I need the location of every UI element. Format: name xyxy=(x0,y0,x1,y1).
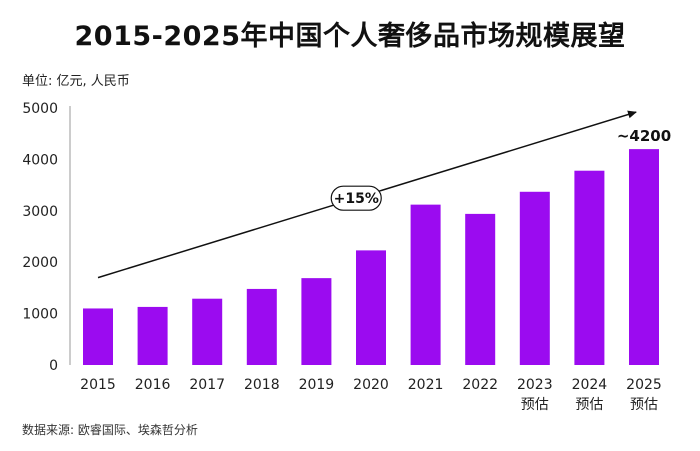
y-tick-label: 0 xyxy=(49,358,58,374)
y-axis: 0 1000 2000 3000 4000 5000 xyxy=(22,101,71,374)
bar-2021 xyxy=(410,204,441,365)
x-tick-label: 2025 xyxy=(626,377,662,393)
x-tick-label: 2019 xyxy=(299,377,335,393)
trend-label-pill xyxy=(330,185,382,211)
x-tick-label: 2022 xyxy=(462,377,498,393)
bar-2020 xyxy=(356,250,386,365)
bar-2024 xyxy=(574,170,605,365)
y-tick-label: 2000 xyxy=(22,255,58,271)
y-tick-label: 1000 xyxy=(22,307,58,323)
bar-2023 xyxy=(519,191,550,365)
bar-2022 xyxy=(465,213,496,365)
bar-2018 xyxy=(246,288,277,365)
x-axis-labels: 2015 2016 2017 2018 2019 2020 2021 2022 2023 预估 20… xyxy=(80,377,662,413)
bar-2019 xyxy=(301,278,332,365)
chart-title: 2015-2025年中国个人奢侈品市场规模展望 xyxy=(74,21,626,52)
bar-2017 xyxy=(192,298,223,365)
source-note: 数据来源: 欧睿国际、埃森哲分析 xyxy=(22,423,198,437)
x-tick-label: 2020 xyxy=(353,377,389,393)
x-tick-label: 2023 xyxy=(517,377,553,393)
x-tick-sublabel: 预估 xyxy=(521,397,549,413)
x-tick-label: 2016 xyxy=(135,377,171,393)
bar-2016 xyxy=(137,306,168,365)
bars-group xyxy=(83,149,659,365)
unit-label: 单位: 亿元, 人民币 xyxy=(22,74,130,89)
annotations: ~4200 +15% xyxy=(97,110,671,279)
bar-2025 xyxy=(629,149,659,365)
bar-2015 xyxy=(83,308,113,365)
x-tick-label: 2015 xyxy=(80,377,116,393)
x-tick-label: 2018 xyxy=(244,377,280,393)
y-tick-label: 3000 xyxy=(22,204,58,220)
x-tick-sublabel: 预估 xyxy=(630,397,658,413)
y-tick-label: 5000 xyxy=(22,101,58,117)
x-tick-label: 2021 xyxy=(408,377,444,393)
last-value-label: ~4200 xyxy=(617,127,671,145)
x-tick-sublabel: 预估 xyxy=(575,397,603,413)
x-tick-label: 2017 xyxy=(189,377,225,393)
trend-label: +15% xyxy=(334,191,379,207)
y-tick-label: 4000 xyxy=(22,152,58,168)
x-tick-label: 2024 xyxy=(572,377,608,393)
